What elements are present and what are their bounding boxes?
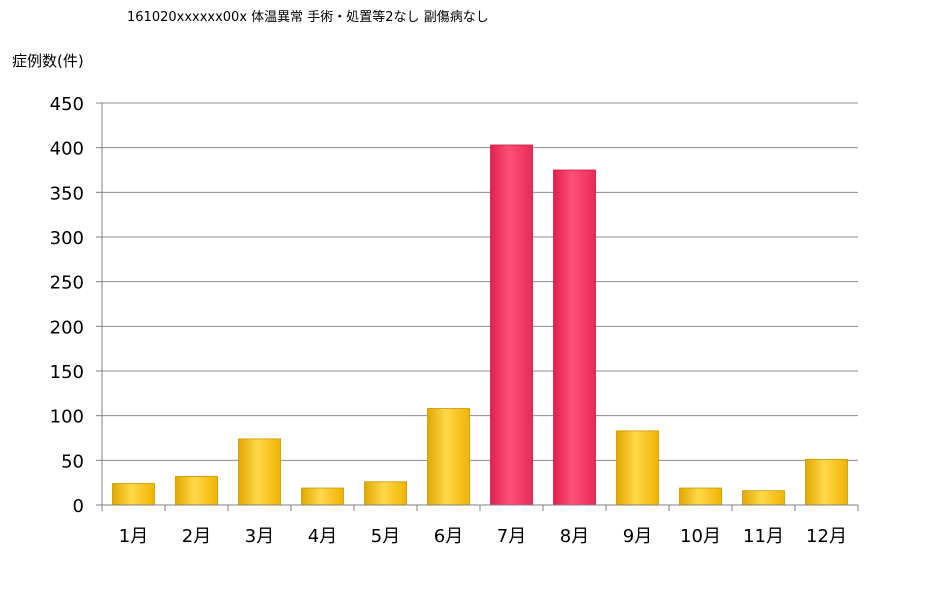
bar-12 xyxy=(805,459,848,506)
x-tick-label: 3月 xyxy=(245,526,274,547)
x-tick-label: 7月 xyxy=(497,526,526,547)
tick-labels: 0 50 100 150 200 250 300 350 400 450 1月 2月 3月 4月 5月 6月 7… xyxy=(50,94,847,547)
bar-8 xyxy=(553,169,596,506)
axes xyxy=(96,102,859,511)
bar-4 xyxy=(301,487,344,506)
x-tick-label: 12月 xyxy=(806,526,847,547)
x-tick-label: 10月 xyxy=(680,526,721,547)
x-tick-label: 8月 xyxy=(560,526,589,547)
bar-10 xyxy=(679,487,722,506)
bar-6 xyxy=(427,408,470,506)
y-tick-label: 250 xyxy=(50,273,84,294)
y-tick-label: 300 xyxy=(50,228,84,249)
x-tick-label: 9月 xyxy=(623,526,652,547)
y-tick-label: 450 xyxy=(50,94,84,115)
y-tick-label: 50 xyxy=(61,451,84,472)
bar-3 xyxy=(238,438,281,506)
grid-lines xyxy=(102,102,858,461)
bars xyxy=(112,144,848,506)
bar-5 xyxy=(364,481,407,506)
bar-9 xyxy=(616,430,659,506)
y-axis-label: 症例数(件) xyxy=(12,52,84,70)
x-tick-label: 1月 xyxy=(119,526,148,547)
x-tick-label: 2月 xyxy=(182,526,211,547)
bar-11 xyxy=(742,490,785,506)
x-tick-label: 6月 xyxy=(434,526,463,547)
bar-7 xyxy=(490,144,533,506)
y-tick-label: 150 xyxy=(50,362,84,383)
y-tick-label: 200 xyxy=(50,317,84,338)
bar-1 xyxy=(112,483,155,506)
y-tick-label: 100 xyxy=(50,407,84,428)
y-tick-label: 400 xyxy=(50,139,84,160)
x-tick-label: 5月 xyxy=(371,526,400,547)
y-tick-label: 350 xyxy=(50,183,84,204)
x-tick-label: 11月 xyxy=(743,526,784,547)
x-tick-label: 4月 xyxy=(308,526,337,547)
chart-title: 161020xxxxxx00x 体温異常 手術・処置等2なし 副傷病なし xyxy=(127,10,489,25)
bar-2 xyxy=(175,476,218,506)
y-tick-label: 0 xyxy=(73,496,84,517)
